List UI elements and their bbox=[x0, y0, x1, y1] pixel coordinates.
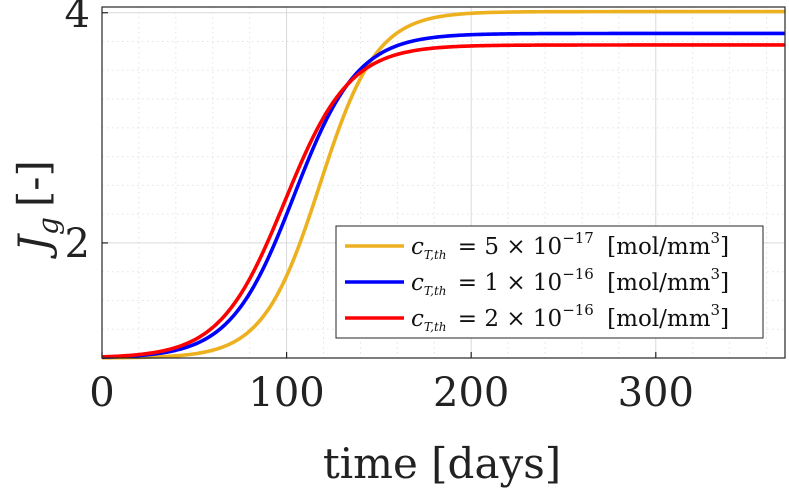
y-axis-ticks: 24 bbox=[65, 0, 108, 267]
series-line-3 bbox=[101, 43, 785, 359]
legend-box bbox=[335, 225, 764, 339]
legend-label-2: cT,th = 1 × 10−16 [mol/mm3] bbox=[411, 265, 729, 298]
x-tick-label: 200 bbox=[433, 370, 509, 416]
y-tick-label: 2 bbox=[65, 221, 90, 267]
svg-text:Jg[-]: Jg [-] bbox=[9, 160, 65, 260]
x-axis-ticks: 0 100 200 300 bbox=[89, 352, 694, 416]
series-line-1 bbox=[101, 9, 785, 360]
y-axis-label: Jg [-] bbox=[9, 160, 65, 260]
legend-label-3: cT,th = 2 × 10−16 [mol/mm3] bbox=[411, 301, 729, 334]
x-tick-label: 100 bbox=[248, 370, 324, 416]
y-axis-label-unit: [-] bbox=[9, 160, 58, 207]
y-tick-label: 4 bbox=[65, 0, 90, 37]
plot-frame bbox=[101, 6, 786, 359]
series-lines bbox=[101, 9, 785, 360]
x-axis-label: time [days] bbox=[323, 439, 561, 488]
y-axis-label-var: J bbox=[9, 233, 58, 260]
x-tick-label: 300 bbox=[618, 370, 694, 416]
series-line-2 bbox=[101, 31, 785, 360]
y-axis-label-sub: g bbox=[32, 217, 65, 235]
legend: cT,th = 5 × 10−17 [mol/mm3]cT,th = 1 × 1… bbox=[335, 225, 764, 339]
legend-label-1: cT,th = 5 × 10−17 [mol/mm3] bbox=[411, 229, 729, 262]
x-tick-label: 0 bbox=[89, 370, 114, 416]
